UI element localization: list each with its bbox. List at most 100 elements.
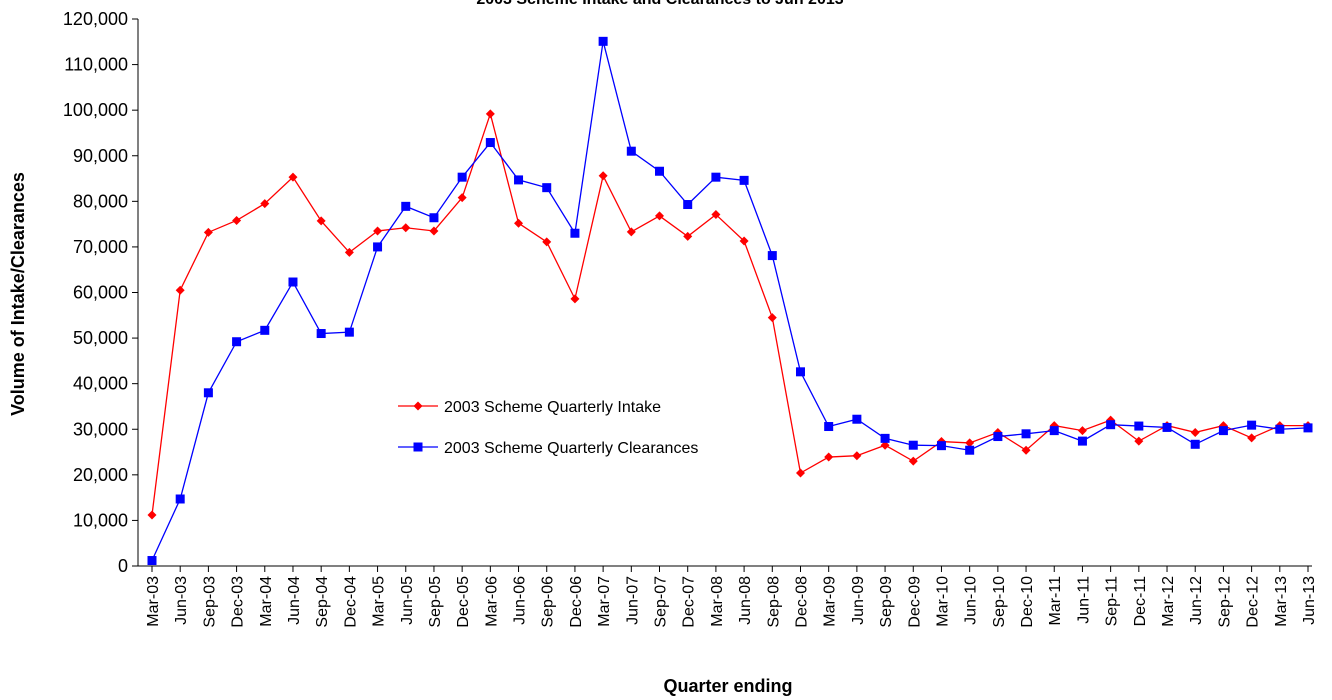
x-tick-label: Sep-10 [991,576,1008,628]
series-intake-point [739,236,749,246]
legend: 2003 Scheme Quarterly Intake 2003 Scheme … [398,399,698,457]
y-tick-label: 70,000 [73,237,128,257]
series-clearances-point [598,36,608,46]
series-clearances-line [151,41,1309,561]
series-clearances-point [993,432,1003,442]
series-intake-point [852,451,862,461]
series-intake-point [1021,445,1031,455]
series-clearances-point [570,228,580,238]
series-clearances-point [373,242,383,252]
series-clearances-point [203,388,213,398]
series-intake-point [288,172,298,182]
series-intake-point [514,218,524,228]
x-tick-label: Jun-09 [850,576,867,625]
y-tick-label: 80,000 [73,191,128,211]
series-intake-line [151,111,1308,516]
legend-clearances-marker [413,442,423,452]
series-clearances-point [260,325,270,335]
x-tick-label: Jun-12 [1188,576,1205,625]
series-clearances-point [175,494,185,504]
series-clearances-point [965,445,975,455]
x-tick-label: Mar-08 [709,576,726,627]
series-intake-point [401,223,411,233]
series-clearances-point [344,327,354,337]
series-intake-point [1190,427,1200,437]
series-intake-point [316,216,326,226]
series-intake-point [344,247,354,257]
series-clearances-point [767,251,777,261]
series-clearances-point [880,433,890,443]
x-tick-label: Dec-03 [230,576,247,628]
series-intake-point [175,285,185,295]
x-tick-label: Dec-09 [906,576,923,628]
series-intake-point [880,440,890,450]
chart-title: 2003 Scheme Intake and Clearances to Jun… [476,0,843,8]
series-clearances-point [908,440,918,450]
series-clearances-point [936,441,946,451]
series-intake-point [203,227,213,237]
x-tick-label: Dec-04 [342,576,359,628]
series-intake-point [767,313,777,323]
x-tick-label: Jun-05 [399,576,416,625]
x-tick-label: Mar-04 [258,576,275,627]
x-tick-label: Sep-09 [878,576,895,628]
x-tick-label: Dec-06 [568,576,585,628]
series-intake-point [147,510,157,520]
x-tick-label: Sep-05 [427,576,444,628]
x-tick-label: Dec-07 [681,576,698,628]
series-clearances-point [1190,439,1200,449]
series-clearances-point [485,138,495,148]
series-clearances-point [147,556,157,566]
x-tick-label: Jun-08 [737,576,754,625]
x-axis: Mar-03 Jun-03 Sep-03 Dec-03 Mar-04 Jun-04 Sep-… [138,565,1318,628]
y-tick-label: 110,000 [64,55,128,75]
series-clearances-point [683,200,693,210]
series-clearances-point [1162,422,1172,432]
y-tick-label: 50,000 [73,328,128,348]
x-tick-label: Jun-11 [1075,576,1092,624]
series-clearances-point [401,201,411,211]
y-tick-label: 30,000 [73,419,128,439]
legend-clearances-label: 2003 Scheme Quarterly Clearances [444,440,698,457]
series-clearances-point [852,414,862,424]
x-tick-label: Jun-10 [963,576,980,625]
x-tick-label: Jun-13 [1301,576,1318,625]
x-tick-label: Sep-12 [1216,576,1233,628]
series-intake-point [457,193,467,203]
series-intake-point [485,109,495,119]
legend-item-clearances: 2003 Scheme Quarterly Clearances [398,440,698,457]
series-clearances-point [457,172,467,182]
series-clearances [147,36,1313,566]
x-tick-label: Dec-12 [1245,576,1262,628]
x-tick-label: Jun-03 [173,576,190,625]
series-clearances-point [1021,429,1031,439]
series-clearances-point [739,175,749,185]
series-clearances-point [1134,421,1144,431]
series-clearances-point [1218,426,1228,436]
x-tick-label: Dec-10 [1019,576,1036,628]
series-clearances-point [316,329,326,339]
series-clearances-point [542,183,552,193]
x-tick-label: Jun-04 [286,576,303,625]
series-clearances-point [711,172,721,182]
y-tick-label: 0 [118,556,128,576]
series-intake-point [542,237,552,247]
series-intake-point [232,215,242,225]
y-tick-label: 90,000 [73,146,128,166]
series-intake-point [1247,433,1257,443]
x-tick-label: Jun-06 [512,576,529,625]
series-clearances-point [1077,436,1087,446]
x-tick-label: Mar-03 [145,576,162,627]
x-tick-label: Mar-06 [483,576,500,627]
series-intake-point [683,231,693,241]
legend-item-intake: 2003 Scheme Quarterly Intake [398,399,661,416]
series-clearances-point [626,146,636,156]
series-intake-point [598,171,608,181]
y-tick-label: 120,000 [63,9,128,29]
legend-intake-marker [413,401,423,411]
y-axis-title: Volume of Intake/Clearances [8,172,28,416]
series-intake-point [1134,436,1144,446]
x-tick-label: Dec-05 [455,576,472,628]
x-tick-label: Jun-07 [624,576,641,625]
